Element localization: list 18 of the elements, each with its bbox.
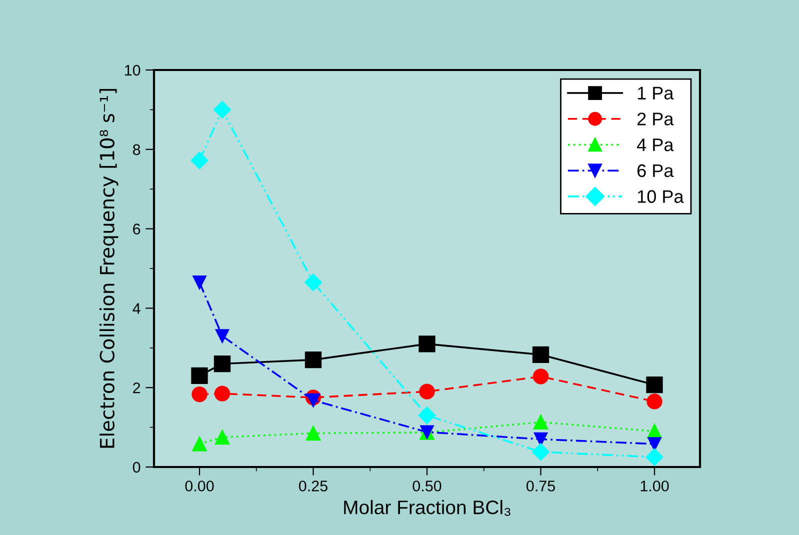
x-tick-label: 0.25	[298, 480, 328, 492]
x-tick-label: 0.00	[185, 480, 214, 492]
y-tick-label: 2	[133, 382, 140, 394]
y-tick-label: 0	[132, 462, 140, 473]
y-tick-label: 4	[132, 303, 140, 314]
y-tick-label: 10	[124, 64, 140, 76]
y-axis-title: Electron Collision Frequency [10⁸ s⁻¹]	[99, 89, 118, 448]
x-tick-label: 0.75	[526, 480, 555, 492]
legend-label: 4 Pa	[636, 138, 674, 152]
legend-label: 1 Pa	[638, 86, 674, 100]
legend-label: 6 Pa	[637, 164, 674, 178]
legend-label: 10 Pa	[638, 190, 684, 203]
x-axis-title: Molar Fraction BCl₃	[344, 500, 510, 516]
x-tick-label: 0.50	[412, 480, 442, 492]
x-tick-label: 1.00	[640, 480, 669, 492]
y-tick-label: 6	[133, 224, 140, 234]
y-tick-label: 8	[132, 144, 140, 156]
legend-label: 2 Pa	[637, 112, 674, 126]
